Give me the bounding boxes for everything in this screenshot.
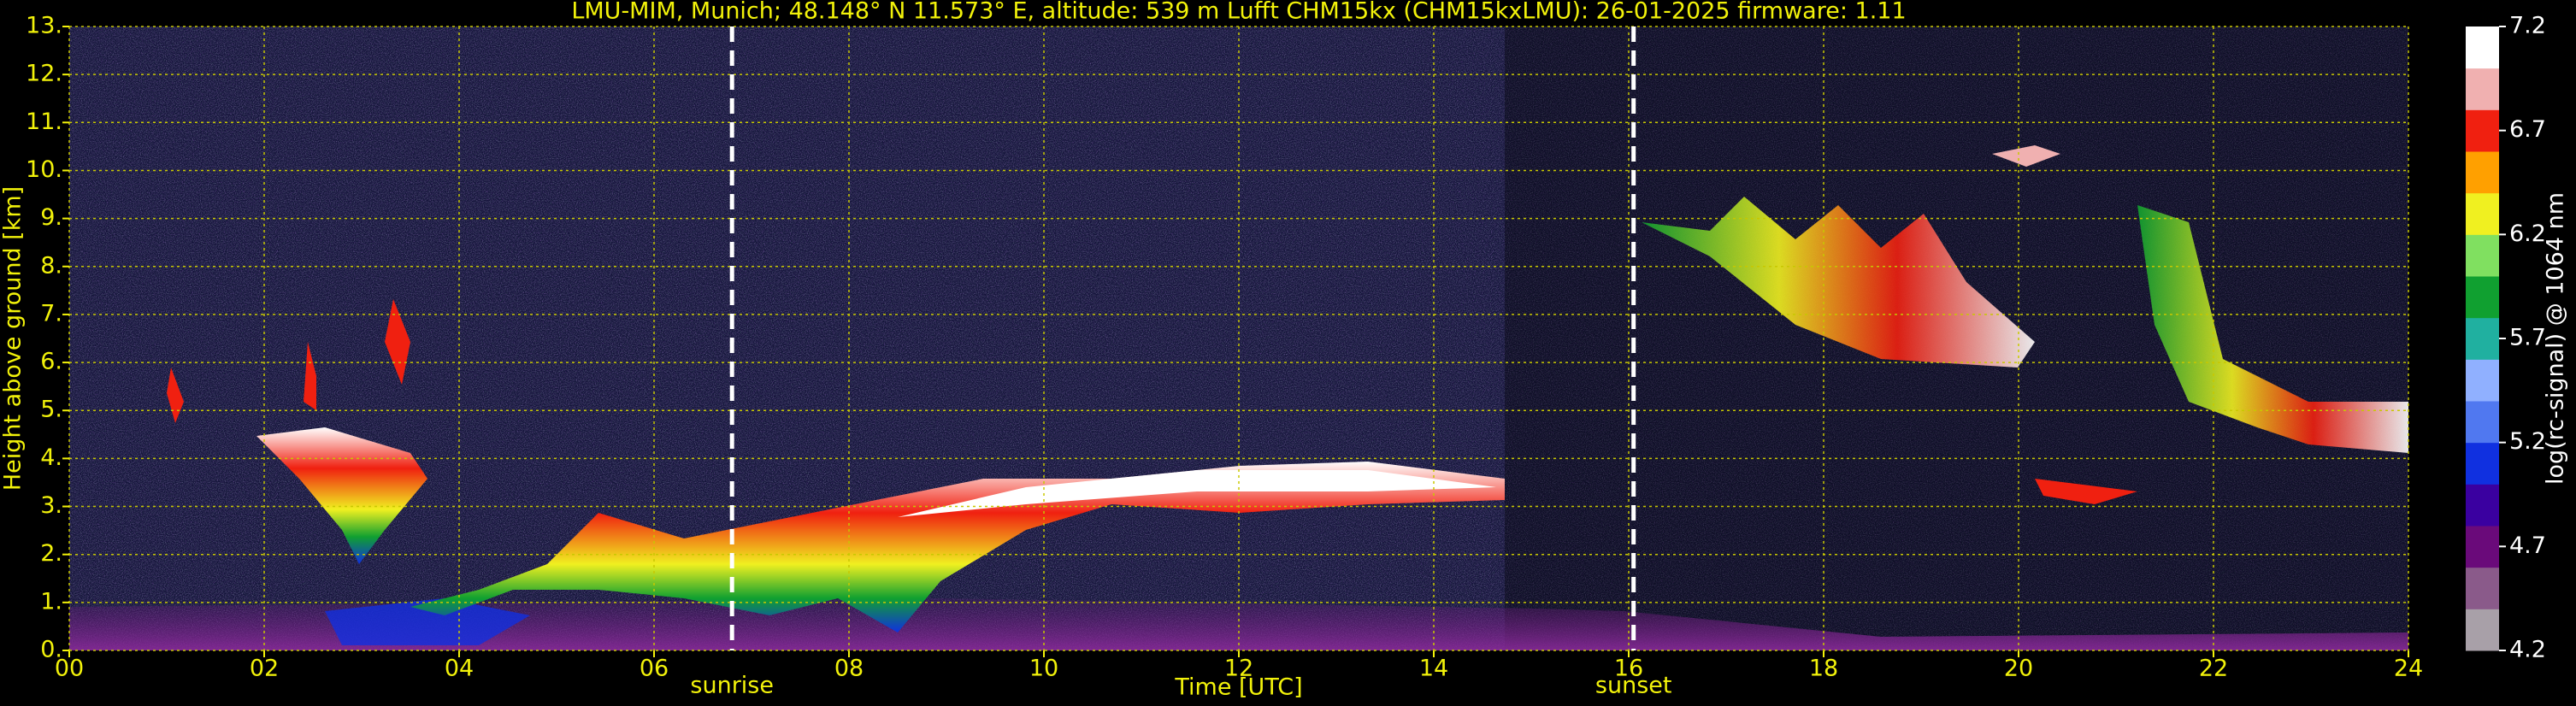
- annotation-label: sunset: [1595, 673, 1672, 699]
- x-tick-label: 14: [1419, 656, 1448, 682]
- x-tick-label: 22: [2199, 656, 2228, 682]
- x-tick-label: 16: [1614, 656, 1643, 682]
- y-tick-label: 2.: [40, 540, 62, 567]
- y-tick-label: 4.: [40, 444, 62, 471]
- colorbar-tick-label: 7.2: [2509, 13, 2546, 39]
- annotation-label: sunrise: [690, 673, 774, 699]
- colorbar-tick-label: 4.7: [2509, 532, 2546, 559]
- colorbar-segment: [2466, 567, 2499, 609]
- y-tick-label: 3.: [40, 492, 62, 519]
- cirrus: [1992, 145, 2060, 167]
- y-tick-label: 13.: [26, 13, 62, 39]
- y-tick-label: 0.: [40, 637, 62, 663]
- y-tick-label: 10.: [26, 156, 62, 183]
- colorbar-segment: [2466, 359, 2499, 402]
- y-tick-label: 5.: [40, 397, 62, 423]
- y-tick-label: 9.: [40, 204, 62, 231]
- colorbar-tick-label: 6.2: [2509, 221, 2546, 247]
- colorbar-tick-label: 6.7: [2509, 116, 2546, 143]
- colorbar-segment: [2466, 401, 2499, 444]
- x-tick-label: 02: [250, 656, 279, 682]
- x-axis-label: Time [UTC]: [1174, 674, 1302, 701]
- colorbar-label: log(rc-signal) @ 1064 nm: [2543, 192, 2569, 485]
- colorbar-segment: [2466, 609, 2499, 651]
- x-tick-label: 12: [1224, 656, 1253, 682]
- colorbar-tick-label: 4.2: [2509, 637, 2546, 663]
- colorbar-segment: [2466, 442, 2499, 485]
- x-tick-label: 08: [834, 656, 864, 682]
- y-tick-label: 11.: [26, 109, 62, 135]
- y-axis-label: Height above ground [km]: [0, 186, 27, 491]
- surface-layer: [325, 598, 530, 645]
- x-tick-label: 10: [1029, 656, 1058, 682]
- colorbar-segment: [2466, 68, 2499, 110]
- colorbar-tick-label: 5.2: [2509, 428, 2546, 455]
- y-tick-label: 8.: [40, 252, 62, 279]
- chart-title: LMU-MIM, Munich; 48.148° N 11.573° E, al…: [571, 0, 1906, 25]
- colorbar-segment: [2466, 317, 2499, 360]
- cloud-layer-top: [898, 470, 1496, 517]
- x-tick-label: 20: [2004, 656, 2033, 682]
- x-tick-label: 24: [2394, 656, 2423, 682]
- cirrus: [1642, 197, 2035, 368]
- colorbar-tick-label: 5.7: [2509, 325, 2546, 351]
- y-tick-label: 6.: [40, 349, 62, 375]
- cirrus: [2137, 205, 2408, 453]
- y-tick-label: 7.: [40, 300, 62, 327]
- colorbar-segment: [2466, 234, 2499, 277]
- x-tick-label: 06: [640, 656, 669, 682]
- cloud-layer: [410, 462, 1505, 632]
- x-tick-label: 00: [55, 656, 84, 682]
- x-tick-label: 18: [1809, 656, 1838, 682]
- colorbar-segment: [2466, 192, 2499, 235]
- colorbar-segment: [2466, 26, 2499, 69]
- x-tick-label: 04: [445, 656, 474, 682]
- colorbar-segment: [2466, 151, 2499, 194]
- colorbar-segment: [2466, 109, 2499, 152]
- colorbar-segment: [2466, 526, 2499, 568]
- y-tick-label: 12.: [26, 61, 62, 87]
- cloud-layer: [256, 427, 427, 564]
- colorbar-segment: [2466, 276, 2499, 319]
- colorbar-segment: [2466, 484, 2499, 527]
- y-tick-label: 1.: [40, 588, 62, 615]
